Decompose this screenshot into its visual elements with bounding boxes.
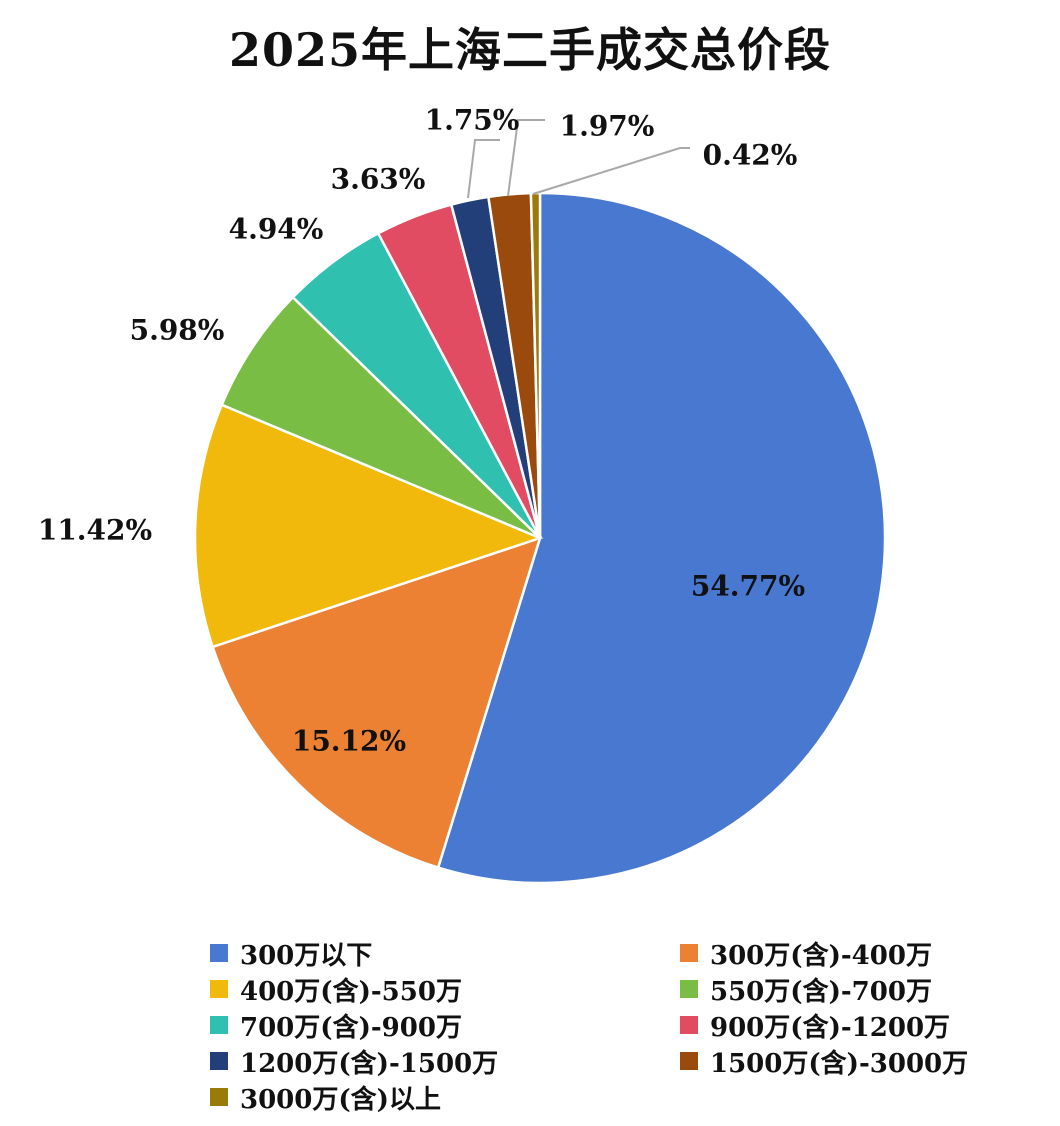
legend-label: 900万(含)-1200万 bbox=[710, 1012, 951, 1043]
leader-line-7 bbox=[467, 139, 500, 199]
legend-label: 300万(含)-400万 bbox=[710, 940, 932, 971]
pie-slice-1 bbox=[436, 191, 887, 885]
legend-swatch bbox=[680, 1052, 698, 1070]
leader-line-8 bbox=[507, 119, 545, 197]
legend-label: 700万(含)-900万 bbox=[240, 1012, 462, 1043]
legend-swatch bbox=[210, 980, 228, 998]
legend-swatch bbox=[210, 1016, 228, 1034]
legend-swatch bbox=[210, 944, 228, 962]
legend-swatch bbox=[210, 1088, 228, 1106]
pie-slice-3 bbox=[193, 403, 544, 649]
data-label-1: 54.77% bbox=[691, 570, 805, 603]
pie-chart: 54.77% 15.12% 11.42% 5.98% 4.94%3.63% 1.75% 1.… bbox=[38, 104, 887, 885]
data-label-9: 0.42% bbox=[703, 139, 798, 172]
data-label-3: 11.42% bbox=[38, 514, 152, 547]
legend-item-1: 300万以下 bbox=[210, 936, 680, 971]
legend-item-6: 900万(含)-1200万 bbox=[680, 1008, 1050, 1043]
legend-item-3: 400万(含)-550万 bbox=[210, 972, 680, 1007]
legend-swatch bbox=[680, 980, 698, 998]
data-label-6: 3.63% bbox=[331, 163, 426, 196]
legend-label: 300万以下 bbox=[240, 940, 373, 971]
legend-item-9: 3000万(含)以上 bbox=[210, 1080, 680, 1115]
legend-label: 550万(含)-700万 bbox=[710, 976, 932, 1007]
leader-line-9 bbox=[532, 147, 690, 195]
data-label-2: 15.12% bbox=[292, 725, 406, 758]
data-label-4: 5.98% bbox=[130, 314, 225, 347]
legend-label: 3000万(含)以上 bbox=[240, 1084, 441, 1115]
legend-swatch bbox=[210, 1052, 228, 1070]
data-label-5: 4.94% bbox=[229, 213, 324, 246]
legend-swatch bbox=[680, 944, 698, 962]
chart-title: 2025年上海二手成交总价段 bbox=[228, 23, 832, 77]
legend-item-5: 700万(含)-900万 bbox=[210, 1008, 680, 1043]
data-label-8: 1.97% bbox=[560, 110, 655, 143]
pie-slice-4 bbox=[220, 295, 541, 540]
legend-item-8: 1500万(含)-3000万 bbox=[680, 1044, 1050, 1079]
legend-item-7: 1200万(含)-1500万 bbox=[210, 1044, 680, 1079]
legend-item-4: 550万(含)-700万 bbox=[680, 972, 1050, 1007]
legend-item-2: 300万(含)-400万 bbox=[680, 936, 1050, 971]
legend-label: 1200万(含)-1500万 bbox=[240, 1048, 499, 1079]
legend-label: 400万(含)-550万 bbox=[240, 976, 462, 1007]
legend: 300万以下 300万(含)-400万 400万(含)-550万 550万(含)-70… bbox=[210, 936, 1050, 1115]
legend-swatch bbox=[680, 1016, 698, 1034]
data-label-7: 1.75% bbox=[425, 104, 520, 137]
legend-label: 1500万(含)-3000万 bbox=[710, 1048, 969, 1079]
